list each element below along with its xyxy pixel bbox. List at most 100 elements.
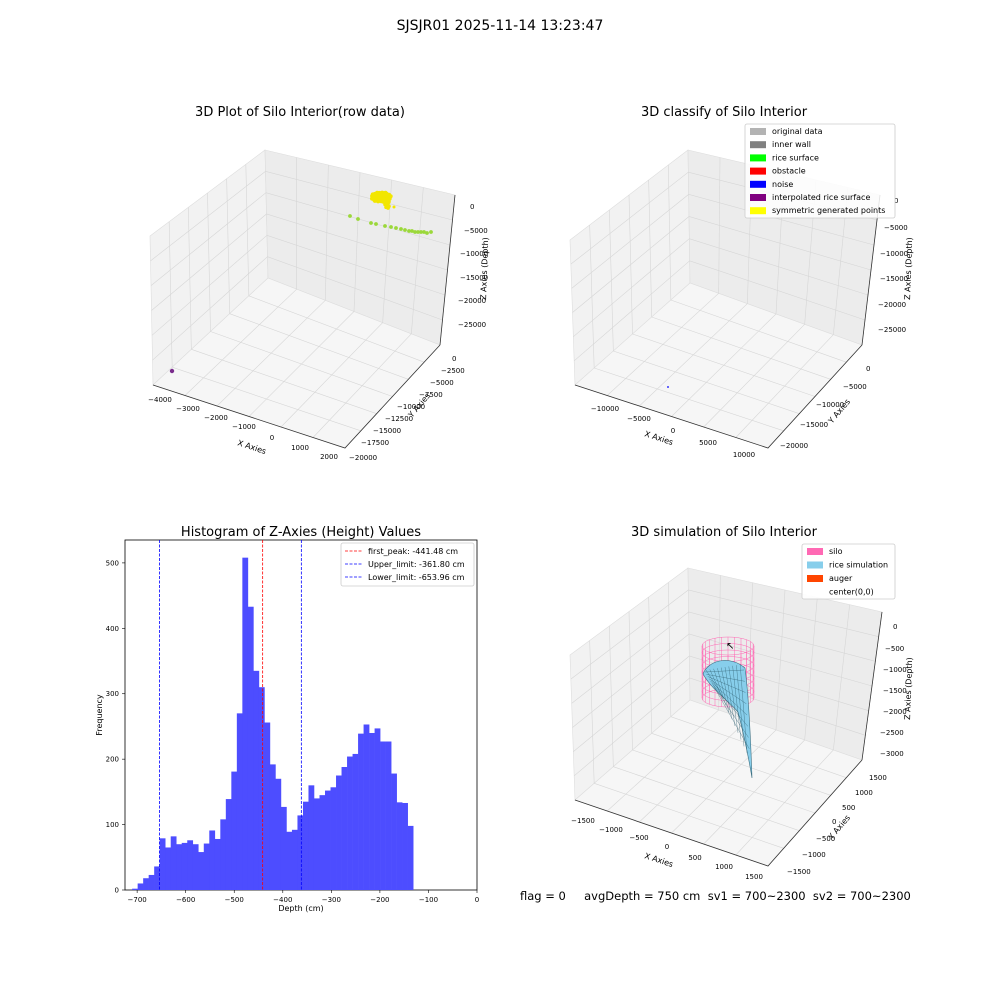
histogram-legend-label: Upper_limit: -361.80 cm <box>368 560 465 569</box>
raw-wall-point <box>425 231 429 235</box>
histogram-bar <box>209 830 216 890</box>
histogram-bar <box>302 801 309 890</box>
raw-wall-point <box>413 230 417 234</box>
histogram-bar <box>319 795 326 890</box>
raw-ytick: −2500 <box>441 367 465 375</box>
simulation-ztick: −500 <box>885 645 904 653</box>
raw-wall-point <box>356 217 360 221</box>
histogram-bar <box>148 874 155 890</box>
histogram-bar <box>325 790 331 890</box>
raw-wall-point <box>369 221 373 225</box>
legend-label: center(0,0) <box>829 588 874 597</box>
raw-wall-point <box>410 229 414 233</box>
legend-swatch <box>750 128 766 135</box>
histogram-bars <box>132 557 414 890</box>
simulation-3d-plot: 3D simulation of Silo Interior ↖ −1500−1… <box>569 525 914 881</box>
classify-xtick: −5000 <box>627 415 651 423</box>
histogram-ytick-label: 500 <box>106 559 119 567</box>
raw-y-ticks: 0 −2500 −5000 −7500 −10000 −12500 −15000… <box>349 355 465 462</box>
histogram-bar <box>247 606 254 890</box>
figure-title: SJSJR01 2025-11-14 13:23:47 <box>396 18 604 34</box>
raw-xtick: 2000 <box>320 453 338 461</box>
classify-z-axis-label: Z Axies (Depth) <box>903 237 914 300</box>
histogram-xtick-label: 0 <box>475 896 479 904</box>
simulation-y-axis-label: Y Axies <box>826 813 852 842</box>
histogram-bar <box>385 741 392 890</box>
classify-xtick: 0 <box>671 427 675 435</box>
raw-ytick: −20000 <box>349 454 377 462</box>
raw-wall-point <box>403 228 407 232</box>
histogram-ytick-label: 0 <box>115 887 119 895</box>
legend-swatch <box>807 561 823 569</box>
simulation-ztick: −1000 <box>883 666 907 674</box>
histogram-bar <box>280 806 287 890</box>
legend-swatch <box>750 194 766 201</box>
raw-ytick: −17500 <box>361 439 389 447</box>
histogram-xtick-label: −200 <box>370 896 389 904</box>
histogram-xtick-label: −600 <box>176 896 195 904</box>
histogram-bar <box>380 741 386 890</box>
raw-wall-point <box>416 230 420 234</box>
histogram-bar <box>181 842 188 890</box>
classify-z-ticks: 0 −5000 −10000 −15000 −20000 −25000 <box>878 197 908 334</box>
classify-xtick: 5000 <box>699 439 717 447</box>
depth-histogram: Histogram of Z-Axies (Height) Values −70… <box>95 525 479 913</box>
simulation-xtick: 1500 <box>745 873 763 881</box>
histogram-xtick-label: −500 <box>225 896 244 904</box>
raw-ztick: −15000 <box>460 274 488 282</box>
classify-legend: original data inner wall rice surface obsta… <box>744 123 896 219</box>
simulation-xtick: 1000 <box>715 863 733 871</box>
histogram-y-label: Frequency <box>95 694 104 736</box>
simulation-ytick: −500 <box>816 835 835 843</box>
histogram-bar <box>231 771 238 890</box>
histogram-bar <box>225 799 232 890</box>
simulation-ztick: −2500 <box>880 729 904 737</box>
histogram-bar <box>369 732 375 890</box>
histogram-legend-label: Lower_limit: -653.96 cm <box>368 573 465 582</box>
legend-label: obstacle <box>772 167 806 176</box>
simulation-xtick: −1000 <box>599 826 623 834</box>
raw-wall-point <box>422 230 426 234</box>
simulation-ztick: −2000 <box>883 708 907 716</box>
classify-ytick: 0 <box>866 365 870 373</box>
raw-ytick: −15000 <box>373 427 401 435</box>
histogram-bar <box>341 767 348 890</box>
histogram-bar <box>402 802 408 890</box>
legend-label: symmetric generated points <box>772 206 885 215</box>
histogram-xtick-label: −300 <box>322 896 341 904</box>
legend-swatch <box>750 167 766 175</box>
raw-ztick: −5000 <box>464 227 488 235</box>
raw-wall-point <box>389 225 393 229</box>
raw-wall-point <box>383 224 387 228</box>
raw-rice-point <box>372 198 377 203</box>
legend-swatch <box>750 141 766 149</box>
classify-ztick: −10000 <box>880 250 908 258</box>
histogram-bar <box>137 883 144 890</box>
classify-x-ticks: −10000 −5000 0 5000 10000 <box>591 405 755 459</box>
histogram-bar <box>396 802 403 890</box>
legend-swatch <box>807 548 823 555</box>
simulation-plot-title: 3D simulation of Silo Interior <box>631 525 818 540</box>
histogram-legend: first_peak: -441.48 cm Upper_limit: -361.… <box>340 542 475 587</box>
histogram-xtick-label: −700 <box>128 896 147 904</box>
histogram-bar <box>159 838 166 890</box>
raw-wall-point <box>407 229 411 233</box>
simulation-ytick: −1500 <box>787 868 811 876</box>
raw-plot-panes <box>149 149 456 449</box>
histogram-bar <box>352 753 359 890</box>
histogram-bar <box>330 787 337 890</box>
classify-ztick: −5000 <box>884 224 908 232</box>
histogram-bar <box>275 778 282 890</box>
legend-label: silo <box>829 547 843 556</box>
raw-ztick: −20000 <box>458 297 486 305</box>
raw-xtick: 0 <box>270 434 274 442</box>
raw-rice-point <box>380 190 385 195</box>
raw-wall-point <box>399 227 403 231</box>
legend-label: interpolated rice surface <box>772 193 870 202</box>
histogram-bar <box>203 843 210 890</box>
histogram-bar <box>347 756 353 890</box>
simulation-ytick: 1000 <box>855 789 873 797</box>
simulation-xtick: 0 <box>665 843 669 851</box>
